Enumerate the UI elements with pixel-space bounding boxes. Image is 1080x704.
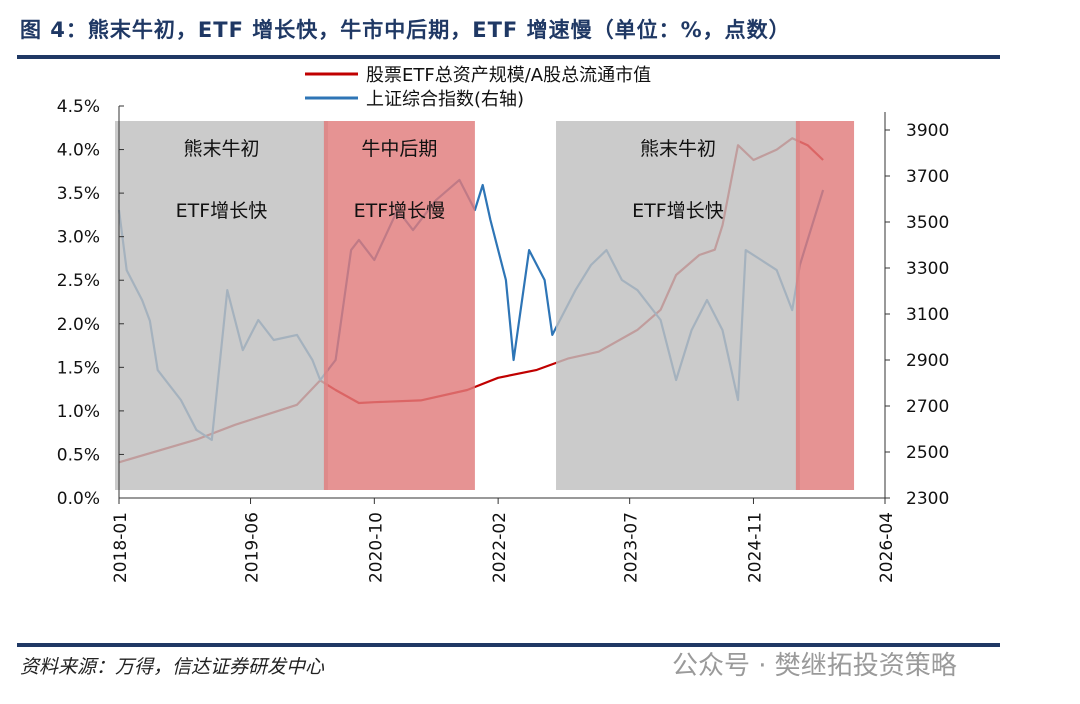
x-tick-label: 2019-06 (243, 512, 263, 583)
right-tick-label: 2300 (906, 489, 949, 509)
shaded-period-3 (556, 121, 800, 490)
chart-title: 图 4：熊末牛初，ETF 增长快，牛市中后期，ETF 增速慢（单位：%，点数） (20, 18, 791, 42)
right-tick-label: 3900 (906, 121, 949, 141)
shaded-period-1 (115, 121, 328, 490)
right-tick-label: 3700 (906, 167, 949, 187)
left-tick-label: 3.0% (57, 228, 100, 248)
left-tick-label: 0.0% (57, 489, 100, 509)
left-tick-label: 1.5% (57, 358, 100, 378)
title-divider (17, 55, 1000, 59)
x-tick-label: 2026-04 (877, 512, 897, 583)
right-tick-label: 3100 (906, 305, 949, 325)
period-label: ETF增长快 (632, 200, 724, 222)
left-tick-label: 2.0% (57, 315, 100, 335)
left-tick-label: 4.0% (57, 141, 100, 161)
right-tick-label: 3300 (906, 259, 949, 279)
x-tick-label: 2018-01 (111, 512, 131, 583)
right-tick-label: 3500 (906, 213, 949, 233)
period-label: ETF增长快 (176, 200, 268, 222)
x-tick-label: 2024-11 (745, 512, 765, 583)
legend-label-2: 上证综合指数(右轴) (366, 89, 524, 110)
period-label: 熊末牛初 (183, 138, 259, 160)
left-tick-label: 0.5% (57, 445, 100, 465)
left-tick-label: 2.5% (57, 271, 100, 291)
x-tick-label: 2022-02 (490, 512, 510, 583)
period-label: 牛中后期 (361, 138, 437, 160)
left-tick-label: 4.5% (57, 97, 100, 117)
x-tick-label: 2020-10 (366, 512, 386, 583)
source-note: 资料来源：万得，信达证券研发中心 (20, 656, 325, 678)
period-label: ETF增长慢 (354, 200, 446, 222)
left-tick-label: 1.0% (57, 402, 100, 422)
period-label: 熊末牛初 (640, 138, 716, 160)
left-tick-label: 3.5% (57, 184, 100, 204)
right-tick-label: 2500 (906, 443, 949, 463)
x-tick-label: 2023-07 (622, 512, 642, 583)
shaded-period-4 (795, 121, 855, 490)
right-tick-label: 2700 (906, 397, 949, 417)
footer-divider (17, 643, 1000, 647)
legend-label-1: 股票ETF总资产规模/A股总流通市值 (366, 65, 651, 86)
shaded-period-2 (323, 121, 475, 490)
right-tick-label: 2900 (906, 351, 949, 371)
watermark: 公众号 · 樊继拓投资策略 (672, 651, 957, 681)
